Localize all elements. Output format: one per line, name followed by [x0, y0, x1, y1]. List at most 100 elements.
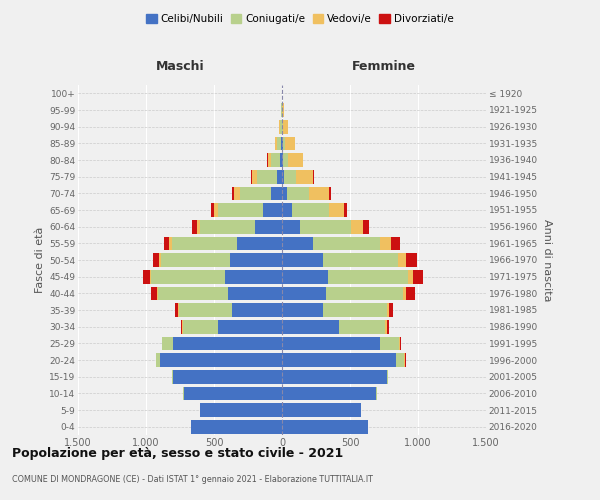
Bar [153, 253, 159, 267]
Bar [282, 186, 287, 200]
Bar [200, 220, 255, 234]
Bar [282, 303, 323, 317]
Bar [184, 386, 282, 400]
Bar [281, 136, 282, 150]
Bar [283, 153, 288, 167]
Bar [380, 236, 391, 250]
Bar [282, 286, 326, 300]
Bar [363, 220, 369, 234]
Bar [197, 220, 200, 234]
Bar [227, 286, 282, 300]
Bar [161, 336, 163, 350]
Bar [323, 303, 387, 317]
Bar [282, 253, 323, 267]
Bar [405, 353, 406, 367]
Bar [299, 220, 352, 234]
Bar [225, 270, 282, 283]
Bar [255, 220, 282, 234]
Bar [275, 136, 277, 150]
Y-axis label: Fasce di età: Fasce di età [35, 227, 45, 293]
Bar [143, 270, 150, 283]
Bar [169, 236, 172, 250]
Bar [344, 203, 347, 217]
Bar [150, 270, 151, 283]
Bar [218, 320, 282, 334]
Bar [211, 203, 214, 217]
Bar [391, 236, 400, 250]
Bar [282, 203, 292, 217]
Bar [282, 420, 368, 434]
Bar [271, 186, 282, 200]
Bar [282, 320, 339, 334]
Bar [406, 253, 418, 267]
Bar [277, 170, 282, 183]
Bar [159, 253, 161, 267]
Bar [389, 303, 393, 317]
Bar [191, 420, 282, 434]
Bar [328, 270, 409, 283]
Bar [214, 203, 218, 217]
Bar [179, 303, 232, 317]
Bar [155, 353, 160, 367]
Bar [396, 353, 404, 367]
Bar [234, 186, 240, 200]
Bar [387, 303, 389, 317]
Bar [284, 170, 296, 183]
Bar [257, 170, 277, 183]
Bar [230, 253, 282, 267]
Bar [398, 253, 406, 267]
Bar [380, 336, 399, 350]
Bar [413, 270, 423, 283]
Text: Femmine: Femmine [352, 60, 416, 72]
Text: COMUNE DI MONDRAGONE (CE) - Dati ISTAT 1° gennaio 2021 - Elaborazione TUTTITALIA: COMUNE DI MONDRAGONE (CE) - Dati ISTAT 1… [12, 476, 373, 484]
Bar [232, 186, 234, 200]
Bar [183, 320, 218, 334]
Bar [280, 153, 282, 167]
Bar [282, 403, 361, 417]
Bar [218, 203, 263, 217]
Bar [282, 270, 328, 283]
Bar [280, 120, 281, 134]
Bar [282, 236, 313, 250]
Bar [164, 236, 169, 250]
Bar [172, 236, 237, 250]
Bar [173, 370, 282, 384]
Bar [387, 370, 388, 384]
Text: Maschi: Maschi [155, 60, 205, 72]
Bar [404, 353, 405, 367]
Bar [409, 270, 413, 283]
Bar [309, 186, 329, 200]
Bar [252, 170, 257, 183]
Bar [329, 203, 344, 217]
Bar [287, 186, 309, 200]
Bar [406, 286, 415, 300]
Bar [158, 286, 227, 300]
Bar [282, 386, 376, 400]
Bar [282, 120, 283, 134]
Bar [178, 303, 179, 317]
Bar [151, 286, 157, 300]
Bar [173, 336, 282, 350]
Bar [277, 136, 281, 150]
Bar [376, 386, 377, 400]
Bar [323, 253, 398, 267]
Bar [271, 153, 280, 167]
Bar [160, 353, 282, 367]
Bar [151, 270, 225, 283]
Bar [172, 370, 173, 384]
Bar [313, 170, 314, 183]
Bar [237, 236, 282, 250]
Bar [232, 303, 282, 317]
Bar [282, 220, 299, 234]
Bar [267, 153, 268, 167]
Bar [240, 186, 271, 200]
Bar [282, 170, 284, 183]
Bar [326, 286, 403, 300]
Bar [284, 136, 295, 150]
Bar [157, 286, 158, 300]
Bar [303, 153, 304, 167]
Bar [182, 320, 183, 334]
Bar [403, 286, 406, 300]
Bar [385, 320, 387, 334]
Bar [175, 303, 178, 317]
